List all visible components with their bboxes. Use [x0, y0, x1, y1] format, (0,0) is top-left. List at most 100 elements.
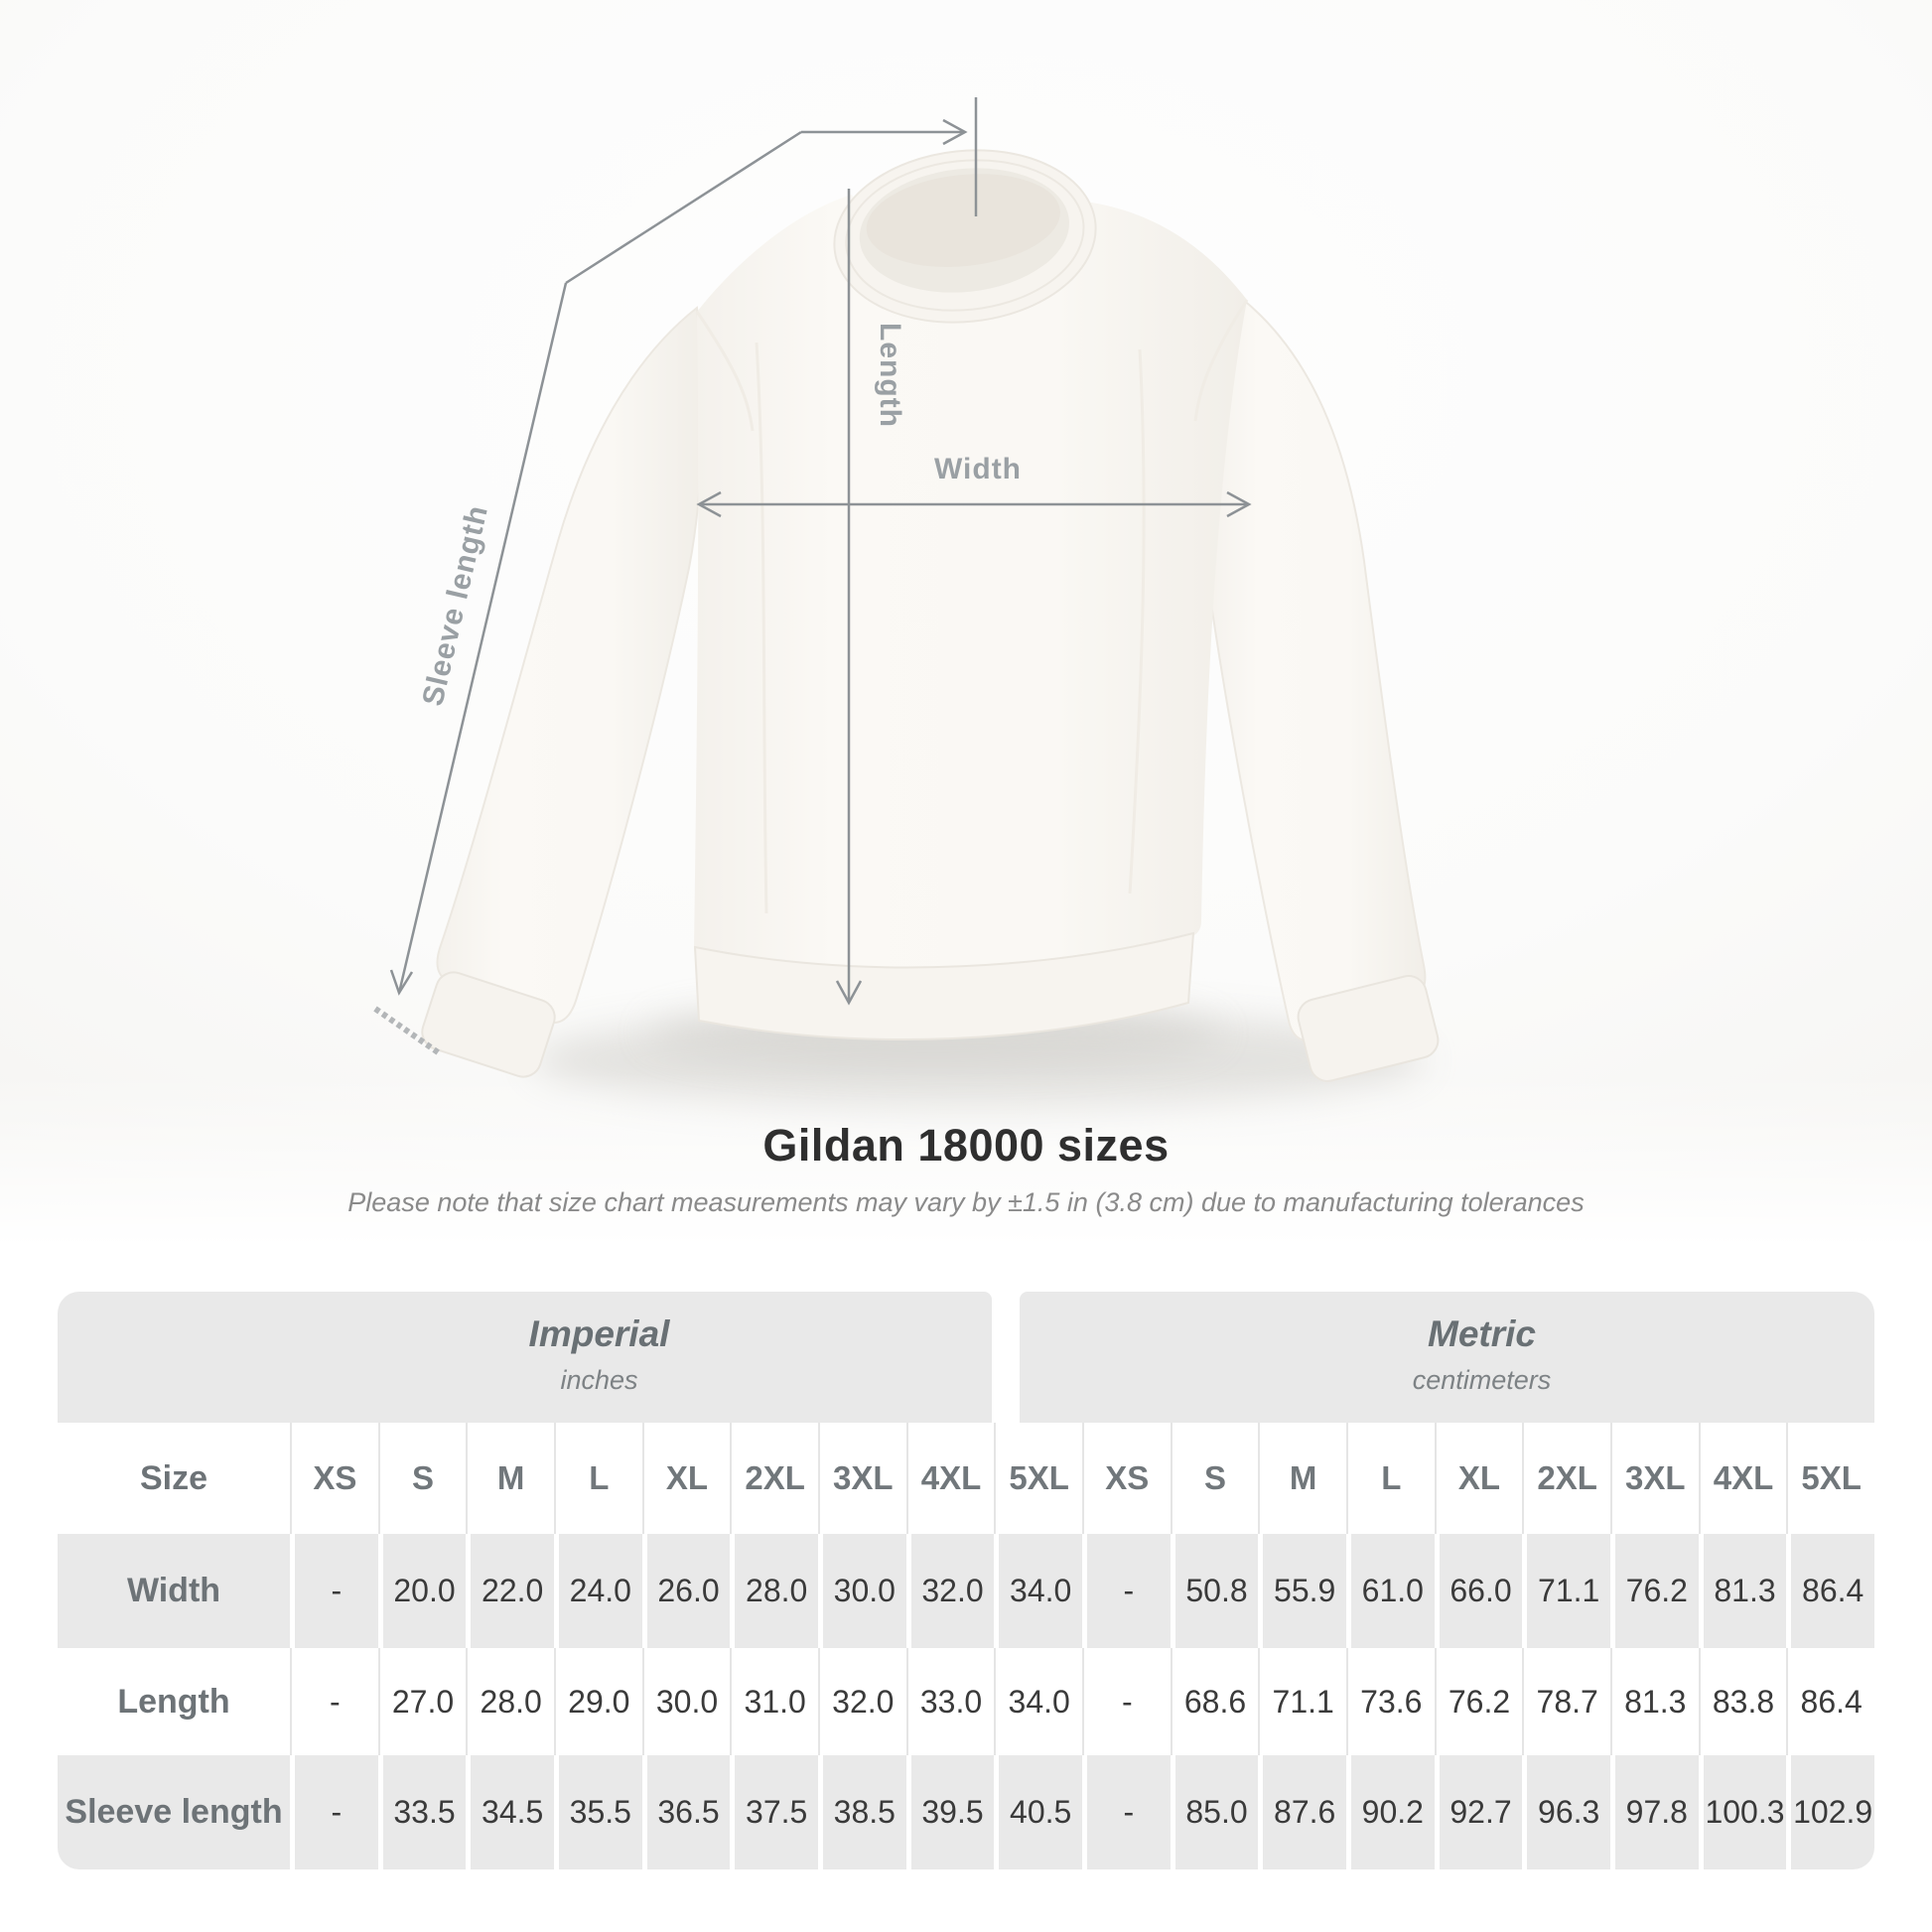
metric-unit: centimeters — [1412, 1365, 1552, 1395]
value-cell: 66.0 — [1434, 1534, 1523, 1648]
value-cell: 97.8 — [1609, 1755, 1699, 1869]
sweatshirt-image — [421, 149, 1440, 1082]
value-cell: 90.2 — [1345, 1755, 1435, 1869]
value-cell: - — [290, 1648, 378, 1755]
size-col-header: S — [1170, 1423, 1259, 1534]
size-col-header: 5XL — [1786, 1423, 1874, 1534]
length-label: Length — [874, 323, 906, 428]
value-cell: 28.0 — [466, 1648, 554, 1755]
collar — [833, 149, 1097, 324]
value-cell: 100.3 — [1698, 1755, 1787, 1869]
value-cell: 38.5 — [817, 1755, 906, 1869]
size-col-header: 2XL — [1522, 1423, 1610, 1534]
photo-backdrop — [0, 0, 1932, 1246]
measurement-annotations — [373, 97, 1252, 1057]
left-cuff — [421, 971, 556, 1078]
size-col-header: 3XL — [1609, 1423, 1699, 1534]
value-cell: 85.0 — [1170, 1755, 1259, 1869]
value-cell: 28.0 — [730, 1534, 818, 1648]
value-cell: - — [1081, 1648, 1171, 1755]
garment-shadow — [531, 999, 1425, 1112]
value-cell: 31.0 — [730, 1648, 818, 1755]
value-cell: 96.3 — [1522, 1755, 1610, 1869]
width-right-arrowhead-icon — [1226, 490, 1252, 518]
value-cell: 30.0 — [641, 1648, 731, 1755]
value-cell: 87.6 — [1258, 1755, 1346, 1869]
size-col-header: L — [553, 1423, 642, 1534]
value-cell: 92.7 — [1434, 1755, 1523, 1869]
value-cell: 26.0 — [641, 1534, 731, 1648]
value-cell: 76.2 — [1434, 1648, 1523, 1755]
size-col-header: L — [1345, 1423, 1435, 1534]
value-cell: 55.9 — [1258, 1534, 1346, 1648]
value-cell: 86.4 — [1786, 1534, 1874, 1648]
size-col-header: XS — [290, 1423, 378, 1534]
size-col-header: XL — [1434, 1423, 1523, 1534]
value-cell: 33.0 — [905, 1648, 995, 1755]
width-left-arrowhead-icon — [696, 490, 722, 518]
value-cell: 27.0 — [377, 1648, 467, 1755]
metric-header: Metric centimeters — [1020, 1292, 1874, 1423]
value-cell: 32.0 — [905, 1534, 995, 1648]
value-cell: 73.6 — [1345, 1648, 1435, 1755]
size-col-header: XL — [641, 1423, 731, 1534]
cuff-hatch-tick — [373, 1006, 443, 1057]
value-cell: 34.5 — [466, 1755, 554, 1869]
value-cell: 39.5 — [905, 1755, 995, 1869]
value-cell: 30.0 — [817, 1534, 906, 1648]
unit-header-band: Imperial inches Metric centimeters — [58, 1292, 1874, 1423]
length-arrowhead-icon — [835, 980, 863, 1006]
left-sleeve — [436, 306, 704, 1024]
size-col-header: 4XL — [1698, 1423, 1787, 1534]
hem-band — [693, 931, 1195, 1040]
value-cell: 29.0 — [553, 1648, 642, 1755]
value-cell: 81.3 — [1609, 1648, 1699, 1755]
size-header-row: Size XS S M L XL 2XL 3XL 4XL 5XL XS S M … — [58, 1423, 1874, 1534]
tolerance-note: Please note that size chart measurements… — [347, 1187, 1585, 1217]
caption-block: Gildan 18000 sizes Please note that size… — [0, 1120, 1932, 1218]
sleeve-arrowhead-icon — [389, 969, 414, 996]
value-cell: - — [290, 1534, 378, 1648]
value-cell: 24.0 — [553, 1534, 642, 1648]
value-cell: 34.0 — [994, 1534, 1082, 1648]
width-label: Width — [934, 453, 1022, 485]
value-cell: 78.7 — [1522, 1648, 1610, 1755]
value-cell: - — [290, 1755, 378, 1869]
value-cell: 83.8 — [1698, 1648, 1787, 1755]
row-label: Width — [58, 1534, 290, 1648]
row-label: Length — [117, 1682, 230, 1721]
sleeve-length-line — [397, 282, 568, 994]
value-cell: 37.5 — [730, 1755, 818, 1869]
imperial-title: Imperial — [528, 1313, 670, 1354]
value-cell: 34.0 — [994, 1648, 1082, 1755]
value-cell: 36.5 — [641, 1755, 731, 1869]
value-cell: 68.6 — [1170, 1648, 1259, 1755]
value-cell: 86.4 — [1786, 1648, 1874, 1755]
product-photo: Length Width Sleeve length — [0, 0, 1932, 1246]
table-row-sleeve-length: Sleeve length - 33.5 34.5 35.5 36.5 37.5… — [58, 1755, 1874, 1869]
value-cell: 61.0 — [1345, 1534, 1435, 1648]
value-cell: 81.3 — [1698, 1534, 1787, 1648]
size-header-cell: Size — [139, 1458, 208, 1497]
size-col-header: 2XL — [730, 1423, 818, 1534]
sleeve-length-label: Sleeve length — [416, 502, 494, 710]
fabric-creases — [695, 299, 1249, 914]
value-cell: 71.1 — [1522, 1534, 1610, 1648]
size-col-header: S — [377, 1423, 467, 1534]
right-sleeve — [1200, 296, 1427, 1042]
value-cell: 20.0 — [377, 1534, 467, 1648]
top-arrowhead-icon — [942, 118, 968, 146]
value-cell: 50.8 — [1170, 1534, 1259, 1648]
value-cell: 32.0 — [817, 1648, 906, 1755]
size-chart-table: Imperial inches Metric centimeters Size … — [58, 1292, 1874, 1869]
diagonal-connector-line — [565, 130, 802, 285]
size-col-header: M — [466, 1423, 554, 1534]
page-title: Gildan 18000 sizes — [762, 1120, 1170, 1171]
size-col-header: M — [1258, 1423, 1346, 1534]
imperial-header: Imperial inches — [58, 1292, 992, 1423]
value-cell: 35.5 — [553, 1755, 642, 1869]
value-cell: 71.1 — [1258, 1648, 1346, 1755]
value-cell: 76.2 — [1609, 1534, 1699, 1648]
size-col-header: XS — [1081, 1423, 1171, 1534]
value-cell: - — [1081, 1755, 1171, 1869]
